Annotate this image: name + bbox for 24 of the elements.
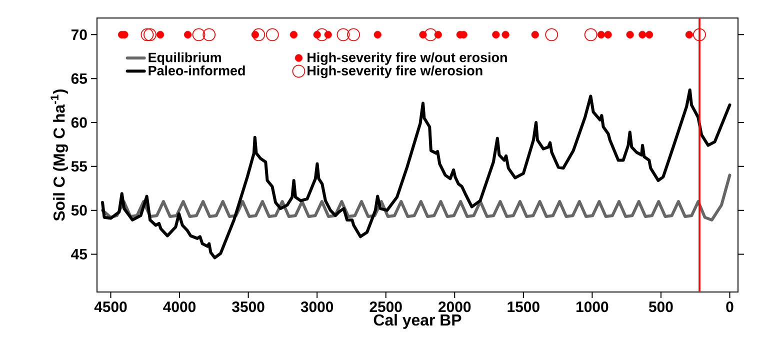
legend-label: High-severity fire w/erosion <box>308 66 482 78</box>
y-tick-label: 55 <box>71 161 88 172</box>
x-tick-label: 3000 <box>300 302 334 312</box>
x-tick-label: 2500 <box>370 302 402 312</box>
x-tick-label: 2000 <box>438 302 471 312</box>
x-tick-label: 1500 <box>508 302 540 312</box>
legend-label: High-severity fire w/out erosion <box>308 52 507 65</box>
x-tick-label: 3500 <box>232 302 264 312</box>
line-series <box>100 88 732 260</box>
line-series <box>100 174 732 222</box>
x-tick-label: 1000 <box>576 302 608 312</box>
x-tick-label: 0 <box>726 302 734 312</box>
y-tick-label: 45 <box>71 249 88 260</box>
y-tick-label: 60 <box>71 117 87 128</box>
y-tick-label: 70 <box>71 29 87 40</box>
x-axis-title: Cal year BP <box>374 314 462 329</box>
y-tick-label: 50 <box>71 205 87 216</box>
legend-label: Paleo-informed <box>148 66 245 76</box>
y-tick-label: 65 <box>71 73 88 84</box>
x-tick-label: 500 <box>648 302 673 312</box>
x-tick-label: 4000 <box>163 302 196 312</box>
x-tick-label: 4500 <box>94 302 127 312</box>
y-axis-title: Soil C (Mg C ha$^{-1}$) <box>50 89 68 221</box>
legend-label: Equilibrium <box>148 52 221 65</box>
